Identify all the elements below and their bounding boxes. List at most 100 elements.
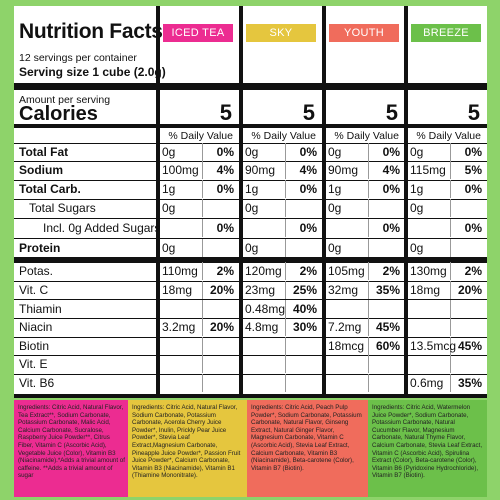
cell-divider xyxy=(285,318,286,336)
ingredients-strip: Ingredients: Citric Acid, Natural Flavor… xyxy=(14,400,487,497)
cell-divider xyxy=(285,355,286,373)
nutrient-amount: 0g xyxy=(245,145,259,159)
nutrient-amount: 13.5mcg xyxy=(410,339,457,353)
cell-divider xyxy=(450,281,451,299)
row-divider xyxy=(14,337,487,338)
nutrient-daily-value: 2% xyxy=(299,264,317,278)
cell-divider xyxy=(202,374,203,392)
cell-divider xyxy=(285,219,286,237)
nutrient-daily-value: 0% xyxy=(299,182,317,196)
row-divider xyxy=(14,238,487,239)
cell-divider xyxy=(450,161,451,179)
nutrient-amount: 0g xyxy=(410,145,424,159)
row-divider xyxy=(14,318,487,319)
cell-divider xyxy=(450,199,451,217)
nutrient-daily-value: 5% xyxy=(464,163,482,177)
cell-divider xyxy=(202,355,203,373)
row-divider xyxy=(14,299,487,300)
cell-divider xyxy=(368,143,369,161)
nutrient-amount: 105mg xyxy=(328,264,365,278)
nutrient-amount: 18mcg xyxy=(328,339,365,353)
nutrient-daily-value: 60% xyxy=(375,339,400,353)
nutrient-label: Total Fat xyxy=(19,145,69,159)
nutrient-amount: 100mg xyxy=(162,163,199,177)
nutrient-label: Total Sugars xyxy=(29,201,96,215)
cell-divider xyxy=(368,281,369,299)
serving-size: Serving size 1 cube (2.0g) xyxy=(19,65,166,79)
nutrient-label: Biotin xyxy=(19,339,50,353)
cell-divider xyxy=(285,199,286,217)
nutrient-amount: 0g xyxy=(328,145,342,159)
thick-rule-bottom xyxy=(14,394,487,398)
nutrient-label: Sodium xyxy=(19,163,63,177)
nutrient-label: Vit. C xyxy=(19,283,49,297)
cell-divider xyxy=(202,219,203,237)
nutrient-amount: 1g xyxy=(328,182,342,196)
ingredients-panel: Ingredients: Citric Acid, Natural Flavor… xyxy=(128,400,247,497)
nutrient-amount: 90mg xyxy=(328,163,359,177)
nutrient-amount: 0.48mg xyxy=(245,302,286,316)
nutrient-daily-value: 35% xyxy=(457,376,482,390)
cell-divider xyxy=(450,337,451,355)
thick-rule-calories xyxy=(14,124,487,128)
nutrient-amount: 0.6mg xyxy=(410,376,444,390)
cell-divider xyxy=(368,262,369,280)
thick-rule-top xyxy=(14,83,487,90)
nutrient-label: Protein xyxy=(19,241,61,255)
cell-divider xyxy=(285,300,286,318)
cell-divider xyxy=(285,262,286,280)
nutrient-label: Total Carb. xyxy=(19,182,81,196)
nutrition-facts-panel: Nutrition Facts 12 servings per containe… xyxy=(14,6,487,398)
cell-divider xyxy=(368,300,369,318)
nutrient-daily-value: 20% xyxy=(209,320,234,334)
nutrient-amount: 0g xyxy=(328,201,342,215)
cell-divider xyxy=(450,318,451,336)
nutrient-daily-value: 40% xyxy=(292,302,317,316)
nutrient-daily-value: 0% xyxy=(382,221,400,235)
nutrient-daily-value: 0% xyxy=(464,221,482,235)
cell-divider xyxy=(450,262,451,280)
row-divider xyxy=(14,143,487,144)
cell-divider xyxy=(202,143,203,161)
nutrient-daily-value: 20% xyxy=(457,283,482,297)
nutrient-daily-value: 0% xyxy=(216,145,234,159)
nutrient-label: Incl. 0g Added Sugars xyxy=(43,221,161,235)
nutrient-amount: 0g xyxy=(410,241,424,255)
cell-divider xyxy=(202,239,203,257)
cell-divider xyxy=(202,262,203,280)
row-divider xyxy=(14,199,487,200)
nutrient-amount: 1g xyxy=(410,182,424,196)
cell-divider xyxy=(285,143,286,161)
nutrient-amount: 0g xyxy=(162,201,176,215)
cell-divider xyxy=(450,143,451,161)
calories-label: Calories xyxy=(19,103,98,125)
nutrient-daily-value: 0% xyxy=(299,145,317,159)
column-separator xyxy=(156,6,160,398)
ingredients-panel: Ingredients: Citric Acid, Peach Pulp Pow… xyxy=(247,400,368,497)
nutrient-amount: 0g xyxy=(245,241,259,255)
nutrient-daily-value: 35% xyxy=(375,283,400,297)
nutrient-daily-value: 2% xyxy=(464,264,482,278)
nutrient-amount: 18mg xyxy=(410,283,441,297)
nutrient-daily-value: 0% xyxy=(216,221,234,235)
calories-value: 5 xyxy=(219,100,232,125)
nutrient-daily-value: 2% xyxy=(382,264,400,278)
cell-divider xyxy=(368,337,369,355)
cell-divider xyxy=(368,318,369,336)
nutrient-amount: 3.2mg xyxy=(162,320,196,334)
row-divider xyxy=(14,218,487,219)
flavor-badge-youth: YOUTH xyxy=(329,24,399,42)
cell-divider xyxy=(285,239,286,257)
daily-value-header: % Daily Value xyxy=(251,130,316,142)
daily-value-header: % Daily Value xyxy=(416,130,481,142)
servings-per-container: 12 servings per container xyxy=(19,52,137,64)
nutrient-amount: 115mg xyxy=(410,163,446,177)
nutrient-daily-value: 0% xyxy=(464,145,482,159)
cell-divider xyxy=(202,337,203,355)
flavor-badge-breeze: BREEZE xyxy=(411,24,481,42)
column-separator xyxy=(404,6,408,398)
cell-divider xyxy=(450,374,451,392)
nutrition-facts-title: Nutrition Facts xyxy=(19,20,163,43)
nutrient-daily-value: 0% xyxy=(299,221,317,235)
calories-value: 5 xyxy=(467,100,480,125)
